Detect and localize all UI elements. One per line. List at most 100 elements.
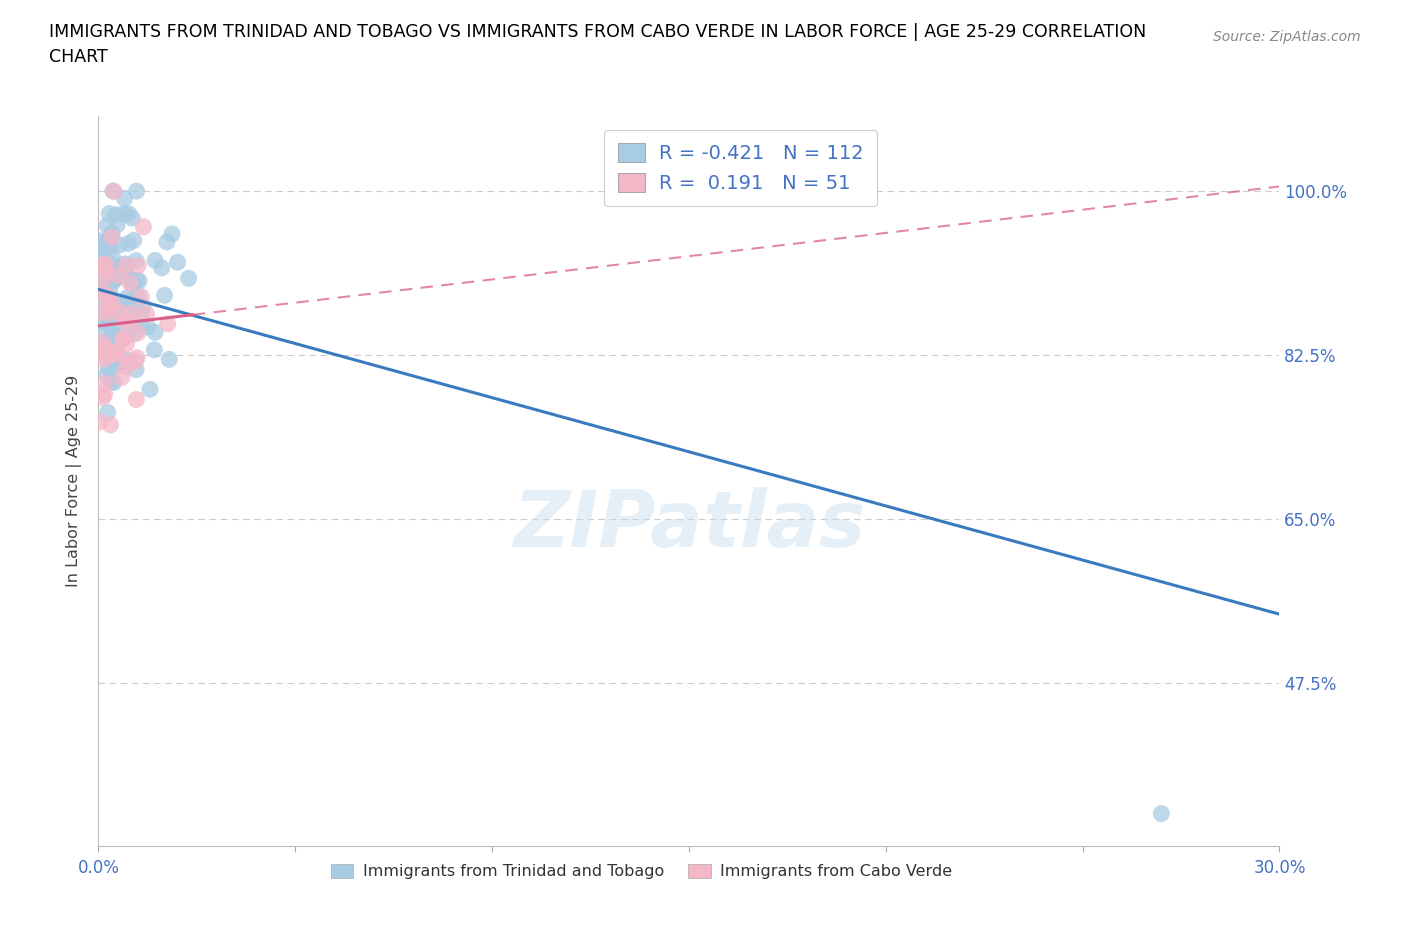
Point: [160, 227, 183, 242]
Point: [103, 273, 125, 288]
Point: [111, 370, 134, 385]
Point: [108, 305, 131, 320]
Y-axis label: In Labor Force | Age 25-29: In Labor Force | Age 25-29: [66, 375, 83, 588]
Point: [101, 326, 124, 340]
Point: [100, 347, 122, 362]
Point: [93, 339, 115, 353]
Point: [94, 346, 117, 361]
Point: [89, 309, 111, 324]
Point: [93, 272, 115, 287]
Point: [128, 273, 150, 288]
Point: [139, 382, 162, 397]
Point: [94, 264, 117, 279]
Point: [90, 314, 112, 329]
Point: [143, 325, 166, 339]
Point: [114, 257, 136, 272]
Point: [101, 262, 124, 277]
Text: Source: ZipAtlas.com: Source: ZipAtlas.com: [1213, 30, 1361, 44]
Point: [120, 275, 142, 290]
Point: [122, 306, 145, 321]
Point: [100, 375, 122, 390]
Point: [89, 305, 111, 320]
Point: [101, 184, 124, 199]
Point: [115, 336, 138, 351]
Point: [94, 334, 117, 349]
Point: [94, 236, 117, 251]
Point: [105, 218, 128, 232]
Point: [93, 352, 115, 367]
Point: [1150, 806, 1173, 821]
Point: [91, 257, 114, 272]
Point: [101, 296, 124, 311]
Point: [90, 255, 112, 270]
Point: [122, 233, 145, 248]
Point: [89, 275, 111, 290]
Point: [98, 284, 121, 299]
Point: [104, 322, 127, 337]
Point: [156, 234, 179, 249]
Point: [101, 298, 124, 312]
Point: [108, 237, 131, 252]
Point: [96, 255, 118, 270]
Point: [100, 364, 122, 379]
Point: [124, 353, 146, 368]
Point: [97, 360, 120, 375]
Text: ZIPatlas: ZIPatlas: [513, 487, 865, 563]
Point: [118, 271, 141, 286]
Point: [117, 206, 139, 221]
Point: [132, 219, 155, 234]
Point: [112, 353, 135, 368]
Point: [143, 342, 166, 357]
Point: [115, 352, 138, 367]
Point: [93, 297, 115, 312]
Point: [108, 269, 131, 284]
Point: [117, 236, 139, 251]
Point: [117, 290, 139, 305]
Point: [94, 270, 117, 285]
Point: [131, 289, 153, 304]
Point: [98, 237, 121, 252]
Point: [89, 345, 111, 360]
Point: [103, 296, 125, 311]
Point: [89, 271, 111, 286]
Point: [100, 240, 122, 255]
Point: [120, 321, 142, 336]
Point: [157, 352, 180, 366]
Point: [111, 355, 134, 370]
Point: [100, 320, 122, 335]
Point: [104, 347, 127, 362]
Point: [90, 282, 112, 297]
Point: [105, 344, 128, 359]
Point: [104, 304, 127, 319]
Point: [97, 405, 120, 420]
Point: [125, 351, 148, 365]
Point: [125, 184, 148, 199]
Point: [90, 240, 112, 255]
Point: [96, 218, 118, 232]
Point: [103, 335, 125, 350]
Point: [91, 335, 114, 350]
Point: [89, 415, 111, 430]
Point: [166, 255, 188, 270]
Point: [97, 300, 120, 315]
Point: [94, 376, 117, 391]
Point: [120, 314, 142, 329]
Point: [125, 272, 148, 287]
Point: [97, 290, 120, 305]
Point: [91, 267, 114, 282]
Point: [98, 206, 121, 221]
Point: [120, 313, 142, 328]
Point: [103, 298, 125, 312]
Point: [127, 258, 149, 272]
Point: [101, 272, 124, 287]
Point: [112, 206, 135, 221]
Point: [91, 390, 114, 405]
Point: [112, 330, 135, 345]
Point: [94, 340, 117, 355]
Legend: Immigrants from Trinidad and Tobago, Immigrants from Cabo Verde: Immigrants from Trinidad and Tobago, Imm…: [325, 857, 959, 885]
Point: [115, 359, 138, 374]
Point: [91, 347, 114, 362]
Point: [114, 264, 136, 279]
Point: [100, 418, 122, 432]
Point: [103, 184, 125, 199]
